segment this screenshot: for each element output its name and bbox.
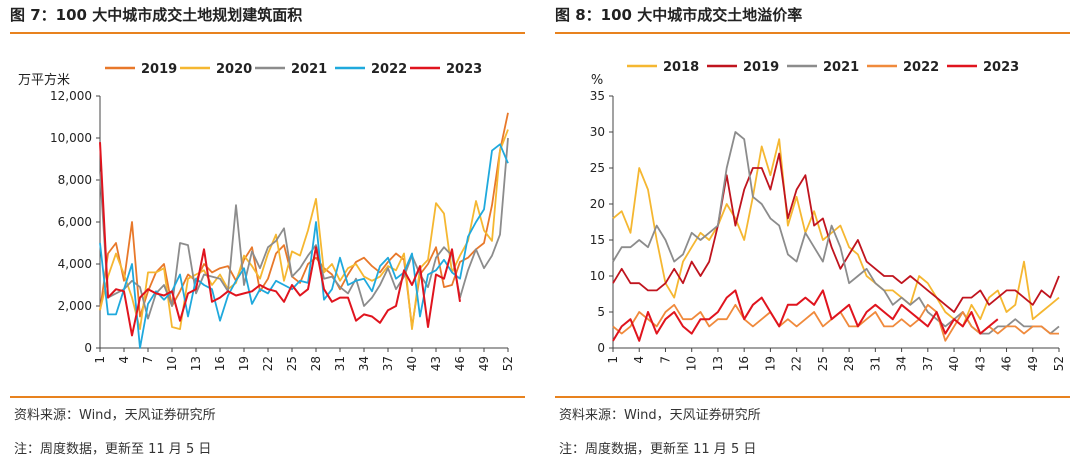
y-tick-label: 6,000: [58, 215, 92, 229]
x-tick-label: 46: [1000, 356, 1014, 371]
footer-divider-right: [555, 396, 1070, 398]
legend-label-2022: 2022: [903, 60, 939, 75]
x-tick-label: 37: [921, 356, 935, 371]
x-tick-label: 13: [711, 356, 725, 371]
chart-panel-right: 图 8：100 大中城市成交土地溢价率 % 0 5 10 15 20 25 30 35 1 4 7 10…: [555, 0, 1080, 460]
note-text-left: 注：周度数据，更新至 11 月 5 日: [14, 442, 212, 457]
x-tick-label: 31: [333, 356, 347, 371]
x-tick-label: 40: [405, 356, 419, 371]
x-tick-label: 28: [842, 356, 856, 371]
legend-label-2019: 2019: [743, 60, 779, 75]
series-line-2022: [99, 143, 509, 349]
series-line-2021: [612, 131, 1060, 335]
x-tick-label: 4: [632, 356, 646, 364]
x-tick-label: 13: [189, 356, 203, 371]
x-tick-label: 25: [285, 356, 299, 371]
line-chart-premium-rate: % 0 5 10 15 20 25 30 35 1 4 7 10 13 16 19 22 25 28 31 34 37 40…: [590, 60, 1066, 371]
y-tick-label: 12,000: [50, 89, 92, 103]
legend-label-2022: 2022: [371, 62, 407, 77]
x-tick-label: 4: [117, 356, 131, 364]
y-axis-unit-label: %: [591, 73, 603, 88]
x-tick-label: 28: [309, 356, 323, 371]
x-tick-label: 31: [868, 356, 882, 371]
x-tick-label: 19: [763, 356, 777, 371]
y-tick-label: 0: [597, 341, 605, 355]
x-tick-label: 40: [947, 356, 961, 371]
footer-divider-left: [10, 396, 525, 398]
series-line-2020: [99, 129, 509, 331]
y-tick-label: 35: [590, 89, 605, 103]
title-divider-left: [10, 32, 525, 34]
source-text-left: 资料来源：Wind，天风证券研究所: [14, 408, 216, 423]
x-tick-label: 10: [165, 356, 179, 371]
x-tick-label: 46: [453, 356, 467, 371]
x-tick-label: 10: [685, 356, 699, 371]
x-tick-label: 49: [477, 356, 491, 371]
y-tick-label: 30: [590, 125, 605, 139]
x-tick-label: 22: [261, 356, 275, 371]
y-tick-label: 2,000: [58, 299, 92, 313]
series-line-2019: [99, 112, 509, 328]
series-line-2023: [612, 289, 999, 342]
series-line-2019: [612, 152, 1060, 313]
x-tick-label: 19: [237, 356, 251, 371]
chart-panel-left: 图 7：100 大中城市成交土地规划建筑面积 万平方米 0 2,000 4,000 6,…: [10, 0, 535, 460]
y-axis-unit-label: 万平方米: [18, 72, 70, 88]
x-tick-label: 1: [606, 356, 620, 364]
x-tick-label: 34: [895, 356, 909, 371]
legend-label-2021: 2021: [823, 60, 859, 75]
line-chart-building-area: 万平方米 0 2,000 4,000 6,000 8,000 10,000 12,000 1 4 7…: [18, 62, 515, 371]
x-tick-label: 34: [357, 356, 371, 371]
x-tick-label: 43: [429, 356, 443, 371]
x-tick-label: 52: [501, 356, 515, 371]
x-tick-label: 7: [658, 356, 672, 364]
y-tick-label: 0: [84, 341, 92, 355]
chart-title-left: 图 7：100 大中城市成交土地规划建筑面积: [10, 6, 303, 24]
x-tick-label: 49: [1026, 356, 1040, 371]
legend-label-2018: 2018: [663, 60, 699, 75]
x-tick-label: 43: [973, 356, 987, 371]
x-tick-label: 52: [1052, 356, 1066, 371]
series-line-2018: [612, 138, 1060, 328]
y-tick-label: 5: [597, 305, 605, 319]
legend-label-2023: 2023: [446, 62, 482, 77]
chart-title-right: 图 8：100 大中城市成交土地溢价率: [555, 6, 803, 24]
note-text-right: 注：周度数据，更新至 11 月 5 日: [559, 442, 757, 457]
x-tick-label: 16: [737, 356, 751, 371]
y-tick-label: 10,000: [50, 131, 92, 145]
y-tick-label: 4,000: [58, 257, 92, 271]
y-tick-label: 8,000: [58, 173, 92, 187]
x-tick-label: 37: [381, 356, 395, 371]
x-tick-label: 1: [93, 356, 107, 364]
x-tick-label: 16: [213, 356, 227, 371]
legend-label-2019: 2019: [141, 62, 177, 77]
legend-label-2021: 2021: [291, 62, 327, 77]
series-line-2023: [99, 142, 461, 337]
x-tick-label: 22: [790, 356, 804, 371]
title-divider-right: [555, 32, 1070, 34]
x-tick-label: 7: [141, 356, 155, 364]
y-tick-label: 20: [590, 197, 605, 211]
source-text-right: 资料来源：Wind，天风证券研究所: [559, 408, 761, 423]
y-tick-label: 15: [590, 233, 605, 247]
x-tick-label: 25: [816, 356, 830, 371]
legend-label-2020: 2020: [216, 62, 252, 77]
y-tick-label: 10: [590, 269, 605, 283]
y-tick-label: 25: [590, 161, 605, 175]
legend-label-2023: 2023: [983, 60, 1019, 75]
